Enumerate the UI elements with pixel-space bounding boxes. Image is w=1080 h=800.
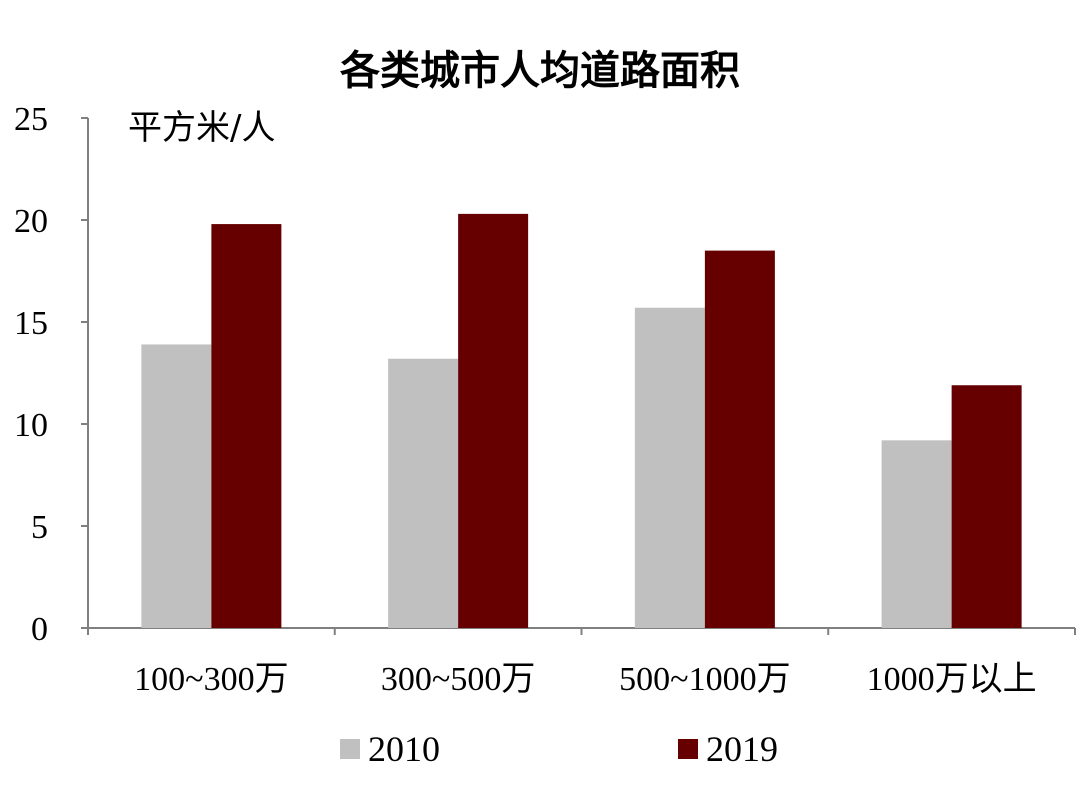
y-tick-label: 5: [31, 509, 48, 546]
x-category-label: 300~500万: [381, 661, 535, 698]
labels: 0 5 10 15 20 25 100~300万 300~500万 500~1000万 1000万…: [14, 101, 1037, 698]
y-axis-unit-label: 平方米/人: [128, 108, 276, 148]
bar-2010-2: [634, 307, 705, 628]
bar-2019-2: [704, 250, 775, 628]
legend-label-2019: 2019: [706, 729, 778, 769]
bar-2010-1: [388, 358, 459, 628]
y-tick-label: 15: [14, 305, 48, 342]
bar-2010-0: [141, 344, 212, 628]
legend-swatch-2019: [678, 739, 698, 759]
bar-2019-1: [458, 213, 529, 628]
y-tick-label: 25: [14, 101, 48, 138]
chart-title: 各类城市人均道路面积: [340, 48, 740, 94]
legend-item-2010: 2010: [340, 728, 440, 770]
legend-swatch-2010: [340, 739, 360, 759]
legend-item-2019: 2019: [678, 728, 778, 770]
x-category-label: 1000万以上: [867, 661, 1037, 698]
y-tick-label: 20: [14, 203, 48, 240]
x-category-label: 500~1000万: [619, 661, 790, 698]
bars: [141, 213, 1022, 628]
bar-2010-3: [881, 440, 952, 628]
bar-2019-0: [211, 224, 282, 628]
x-category-label: 100~300万: [134, 661, 288, 698]
y-tick-label: 0: [31, 611, 48, 648]
legend: 2010 2019: [0, 728, 1080, 772]
y-tick-label: 10: [14, 407, 48, 444]
bar-2019-3: [951, 385, 1022, 628]
legend-label-2010: 2010: [368, 729, 440, 769]
